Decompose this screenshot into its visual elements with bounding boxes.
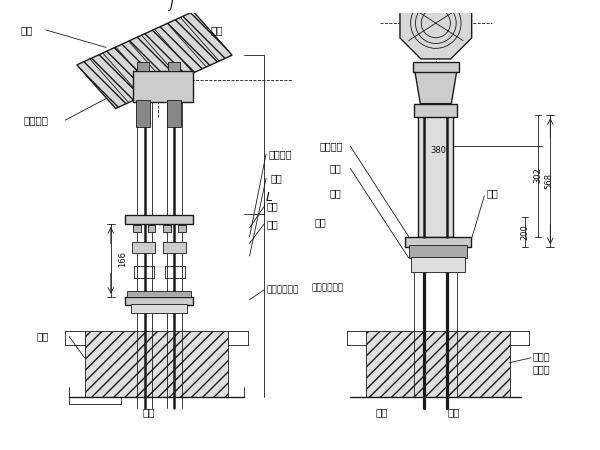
Bar [133,225,141,232]
Text: 568: 568 [544,173,553,189]
Text: 锚板: 锚板 [314,217,326,227]
Text: 混凝土: 混凝土 [533,351,550,361]
Bar [137,62,149,71]
Bar [413,62,459,72]
Text: 302: 302 [533,167,542,184]
Bar [418,115,453,237]
Text: 防水覆盆垫件: 防水覆盆垫件 [266,285,298,294]
Bar [443,248,457,255]
Bar [165,266,185,278]
Text: 166: 166 [118,251,127,267]
Text: 200: 200 [520,224,529,239]
Text: L: L [266,191,273,204]
Text: 吊索: 吊索 [271,173,283,183]
Bar [125,297,193,306]
Text: 吊索: 吊索 [329,164,341,174]
Text: 包护层: 包护层 [533,364,550,374]
Polygon shape [77,12,232,108]
Bar [133,71,193,102]
Text: 承座: 承座 [36,332,49,342]
Text: 螺母: 螺母 [329,188,341,198]
Text: 锚杆: 锚杆 [448,407,460,417]
Text: 锚板: 锚板 [266,219,278,229]
Text: 防水覆盆垫件: 防水覆盆垫件 [311,284,344,292]
Text: 吊索夹具: 吊索夹具 [319,141,343,151]
Bar [125,215,193,224]
Polygon shape [400,0,472,59]
Bar [134,266,154,278]
Bar [163,243,187,253]
Text: 索夹: 索夹 [211,25,223,35]
Bar [366,331,509,396]
Bar [405,237,471,247]
Bar [163,225,171,232]
Text: 地圈: 地圈 [376,407,388,417]
Bar [85,331,228,396]
Text: 螺母: 螺母 [266,202,278,211]
Text: 380: 380 [430,146,446,155]
Text: J: J [169,0,173,11]
Text: 吊索夹具: 吊索夹具 [269,149,292,159]
Text: 地板: 地板 [143,407,155,417]
Bar [167,100,181,127]
Bar [410,257,465,272]
Bar [127,291,191,297]
Bar [415,248,428,255]
Bar [409,245,467,258]
Bar [132,243,155,253]
Text: 垫圈: 垫圈 [486,188,498,198]
Bar [131,305,187,313]
Bar [148,225,155,232]
Bar [412,256,431,269]
Bar [136,100,149,127]
Bar [440,256,460,269]
Bar [178,225,185,232]
Text: 主缆: 主缆 [20,25,33,35]
Polygon shape [415,69,457,104]
Text: 套件挂架: 套件挂架 [23,115,49,125]
Bar [168,62,180,71]
Bar [415,104,457,117]
